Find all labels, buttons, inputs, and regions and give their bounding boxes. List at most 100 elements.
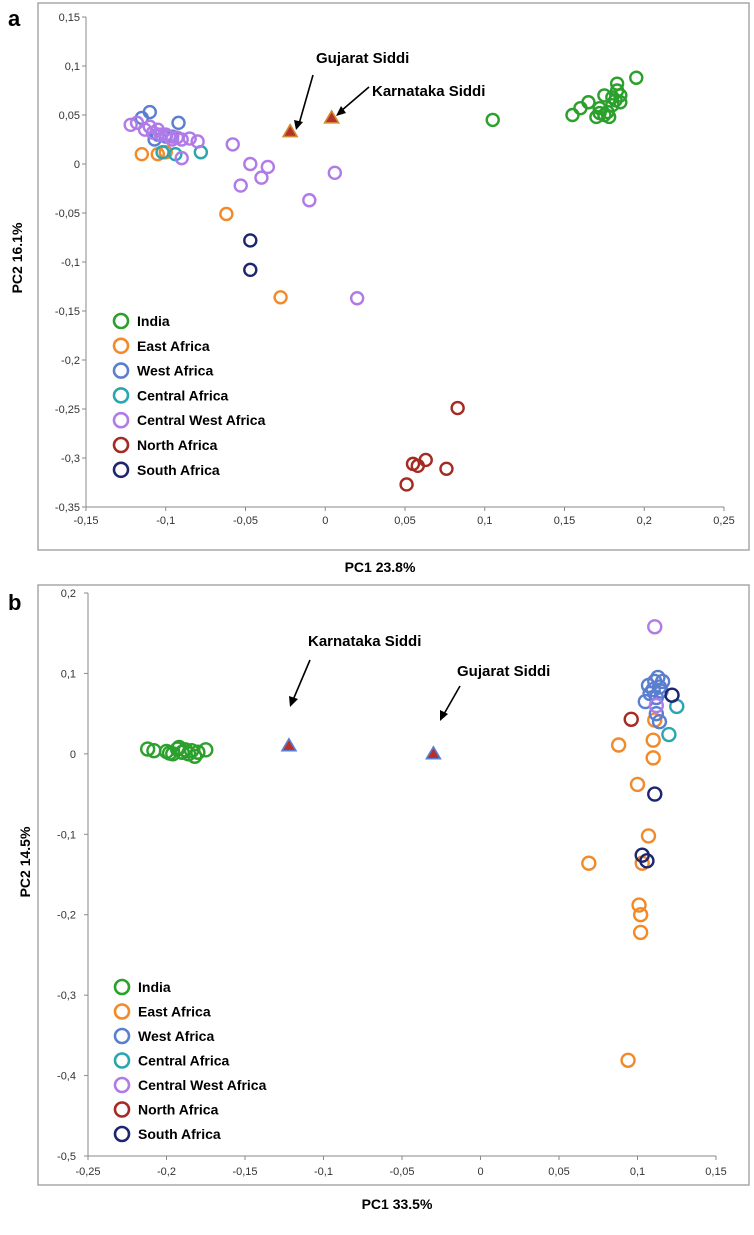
panel-a-point-north-africa <box>418 452 433 468</box>
panel-a-point-central-west-africa <box>254 170 269 185</box>
panel-b-point-central-west-africa <box>648 697 665 714</box>
panel-a-y-tick-label: -0,25 <box>55 404 80 416</box>
panel-a-y-tick-label: 0,15 <box>59 12 80 24</box>
panel-a-point-central-west-africa <box>190 134 205 149</box>
panel-b-point-central-africa <box>661 726 677 743</box>
panel-a-series-india <box>485 70 644 128</box>
panel-a-x-tick-label: -0,05 <box>233 515 258 527</box>
panel-b-legend-marker-india <box>113 978 131 996</box>
panel-b-letter: b <box>8 590 21 615</box>
panel-b-point-east-africa <box>631 897 647 913</box>
panel-a-point-india <box>600 104 615 120</box>
panel-a-arrowhead-karnataka <box>336 106 346 116</box>
panel-b-legend-label-north-africa: North Africa <box>138 1102 219 1118</box>
panel-a-legend-label-south-africa: South Africa <box>137 462 220 478</box>
panel-a-point-central-west-africa <box>174 150 189 166</box>
panel-a-letter: a <box>8 6 21 31</box>
panel-a-legend-label-central-west-africa: Central West Africa <box>137 412 266 428</box>
panel-b-point-east-africa <box>645 732 661 748</box>
panel-b-point-west-africa <box>654 673 671 690</box>
panel-a: a PC1 23.8% PC2 16.1% -0,35 -0,3 -0,25 -0,2… <box>8 2 750 575</box>
panel-b-x-tick-label: -0,05 <box>389 1166 414 1178</box>
panel-a-y-tick-label: -0,15 <box>55 306 80 318</box>
panel-a-point-india <box>581 95 596 110</box>
panel-a-point-central-west-africa <box>174 132 189 147</box>
panel-a-point-central-west-africa <box>302 193 317 208</box>
panel-b-plot-area: -0,5 -0,4 -0,3 -0,2 -0,1 0 0,1 0,2 -0,25 -0,2 -0,1… <box>57 588 727 1178</box>
panel-a-annotations: Gujarat Siddi Karnataka Siddi <box>294 50 485 130</box>
panel-b-x-tick-label: 0,15 <box>705 1166 726 1178</box>
panel-b-y-tick-label: 0 <box>70 749 76 761</box>
panel-b-point-west-africa <box>648 705 665 722</box>
panel-a-point-north-africa <box>399 477 414 492</box>
panel-b-legend-label-east-africa: East Africa <box>138 1004 211 1020</box>
panel-b-legend-label-central-africa: Central Africa <box>138 1053 230 1069</box>
panel-b-legend-label-south-africa: South Africa <box>138 1126 221 1142</box>
panel-a-arrowhead-gujarat <box>294 120 303 130</box>
panel-a-point-india <box>629 70 644 85</box>
panel-a-point-north-africa <box>450 400 465 416</box>
panel-a-arrow-gujarat <box>298 74 314 125</box>
panel-a-legend-marker-central-west-africa <box>112 411 130 429</box>
panel-b-series-india <box>139 739 214 764</box>
panel-a-y-tick-label: -0,35 <box>55 502 80 514</box>
panel-b-legend-marker-east-africa <box>113 1003 131 1020</box>
panel-b-y-tick-label: 0,2 <box>61 588 76 600</box>
panel-a-point-east-africa <box>273 290 288 305</box>
panel-b-y-tick-label: -0,5 <box>57 1151 76 1163</box>
panel-b-series-north-africa <box>623 711 639 727</box>
panel-a-y-tick-label: -0,3 <box>61 453 80 465</box>
panel-a-point-central-west-africa <box>327 165 343 181</box>
panel-b-x-tick-label: -0,1 <box>314 1166 333 1178</box>
panel-a-annotation-gujarat-siddi: Gujarat Siddi <box>316 50 409 67</box>
panel-a-legend-marker-central-africa <box>112 387 130 404</box>
panel-b-point-india <box>187 748 203 764</box>
panel-a-point-india <box>609 76 625 91</box>
panel-a-y-tick-label: 0,1 <box>65 61 80 73</box>
panel-a-plot-area: -0,35 -0,3 -0,25 -0,2 -0,15 -0,1 -0,05 0 0,05 0,1… <box>55 12 735 527</box>
panel-a-x-tick-label: 0,05 <box>394 515 415 527</box>
panel-a-point-central-west-africa <box>123 117 138 133</box>
panel-b-frame <box>37 584 750 1186</box>
panel-a-point-central-west-africa <box>233 178 248 193</box>
panel-b-point-india <box>139 741 156 757</box>
panel-b-point-west-africa <box>651 713 668 730</box>
panel-a-series-east-africa <box>134 145 288 305</box>
panel-a-frame <box>37 2 750 551</box>
panel-b-y-tick-label: -0,4 <box>57 1071 76 1083</box>
panel-a-legend-marker-india <box>112 312 130 330</box>
panel-b-x-tick-label: 0,05 <box>548 1166 569 1178</box>
panel-b-legend-marker-central-west-africa <box>113 1076 131 1094</box>
panel-b-point-south-africa <box>647 786 663 802</box>
panel-a-y-tick-label: -0,05 <box>55 208 80 220</box>
panel-a-legend-label-india: India <box>137 313 170 329</box>
panel-b-arrow-karnataka <box>292 659 311 701</box>
panel-a-x-tick-label: -0,1 <box>156 515 175 527</box>
panel-a-point-india <box>592 105 607 121</box>
panel-b-x-tick-label: -0,2 <box>157 1166 176 1178</box>
panel-a-point-central-west-africa <box>182 131 197 146</box>
panel-a-point-west-africa <box>171 115 186 131</box>
panel-b-x-title: PC1 33.5% <box>362 1196 433 1212</box>
panel-a-point-south-africa <box>243 233 258 248</box>
panel-a-x-tick-label: 0,25 <box>713 515 734 527</box>
panel-b-annotation-karnataka-siddi: Karnataka Siddi <box>308 633 421 650</box>
panel-b-arrowhead-karnataka <box>289 696 298 707</box>
panel-b-y-tick-label: -0,3 <box>57 990 76 1002</box>
panel-b-series-south-africa <box>634 687 680 869</box>
panel-b-legend-marker-south-africa <box>113 1125 131 1143</box>
panel-a-x-tick-label: -0,15 <box>73 515 98 527</box>
panel-a-series-central-west-africa <box>123 115 365 306</box>
panel-a-y-tick-label: 0 <box>74 159 80 171</box>
panel-b-triangle-gujarat-siddi <box>425 745 442 760</box>
panel-a-triangle-karnataka-siddi <box>323 109 341 124</box>
panel-b-point-north-africa <box>623 711 639 727</box>
panel-b-arrowhead-gujarat <box>440 710 448 721</box>
panel-a-x-tick-label: 0,2 <box>637 515 652 527</box>
panel-a-x-tick-label: 0,15 <box>554 515 575 527</box>
panel-a-point-east-africa <box>219 206 234 222</box>
panel-b-point-east-africa <box>620 1052 636 1068</box>
panel-a-y-tick-label: -0,2 <box>61 355 80 367</box>
panel-b-legend-marker-west-africa <box>113 1027 131 1045</box>
